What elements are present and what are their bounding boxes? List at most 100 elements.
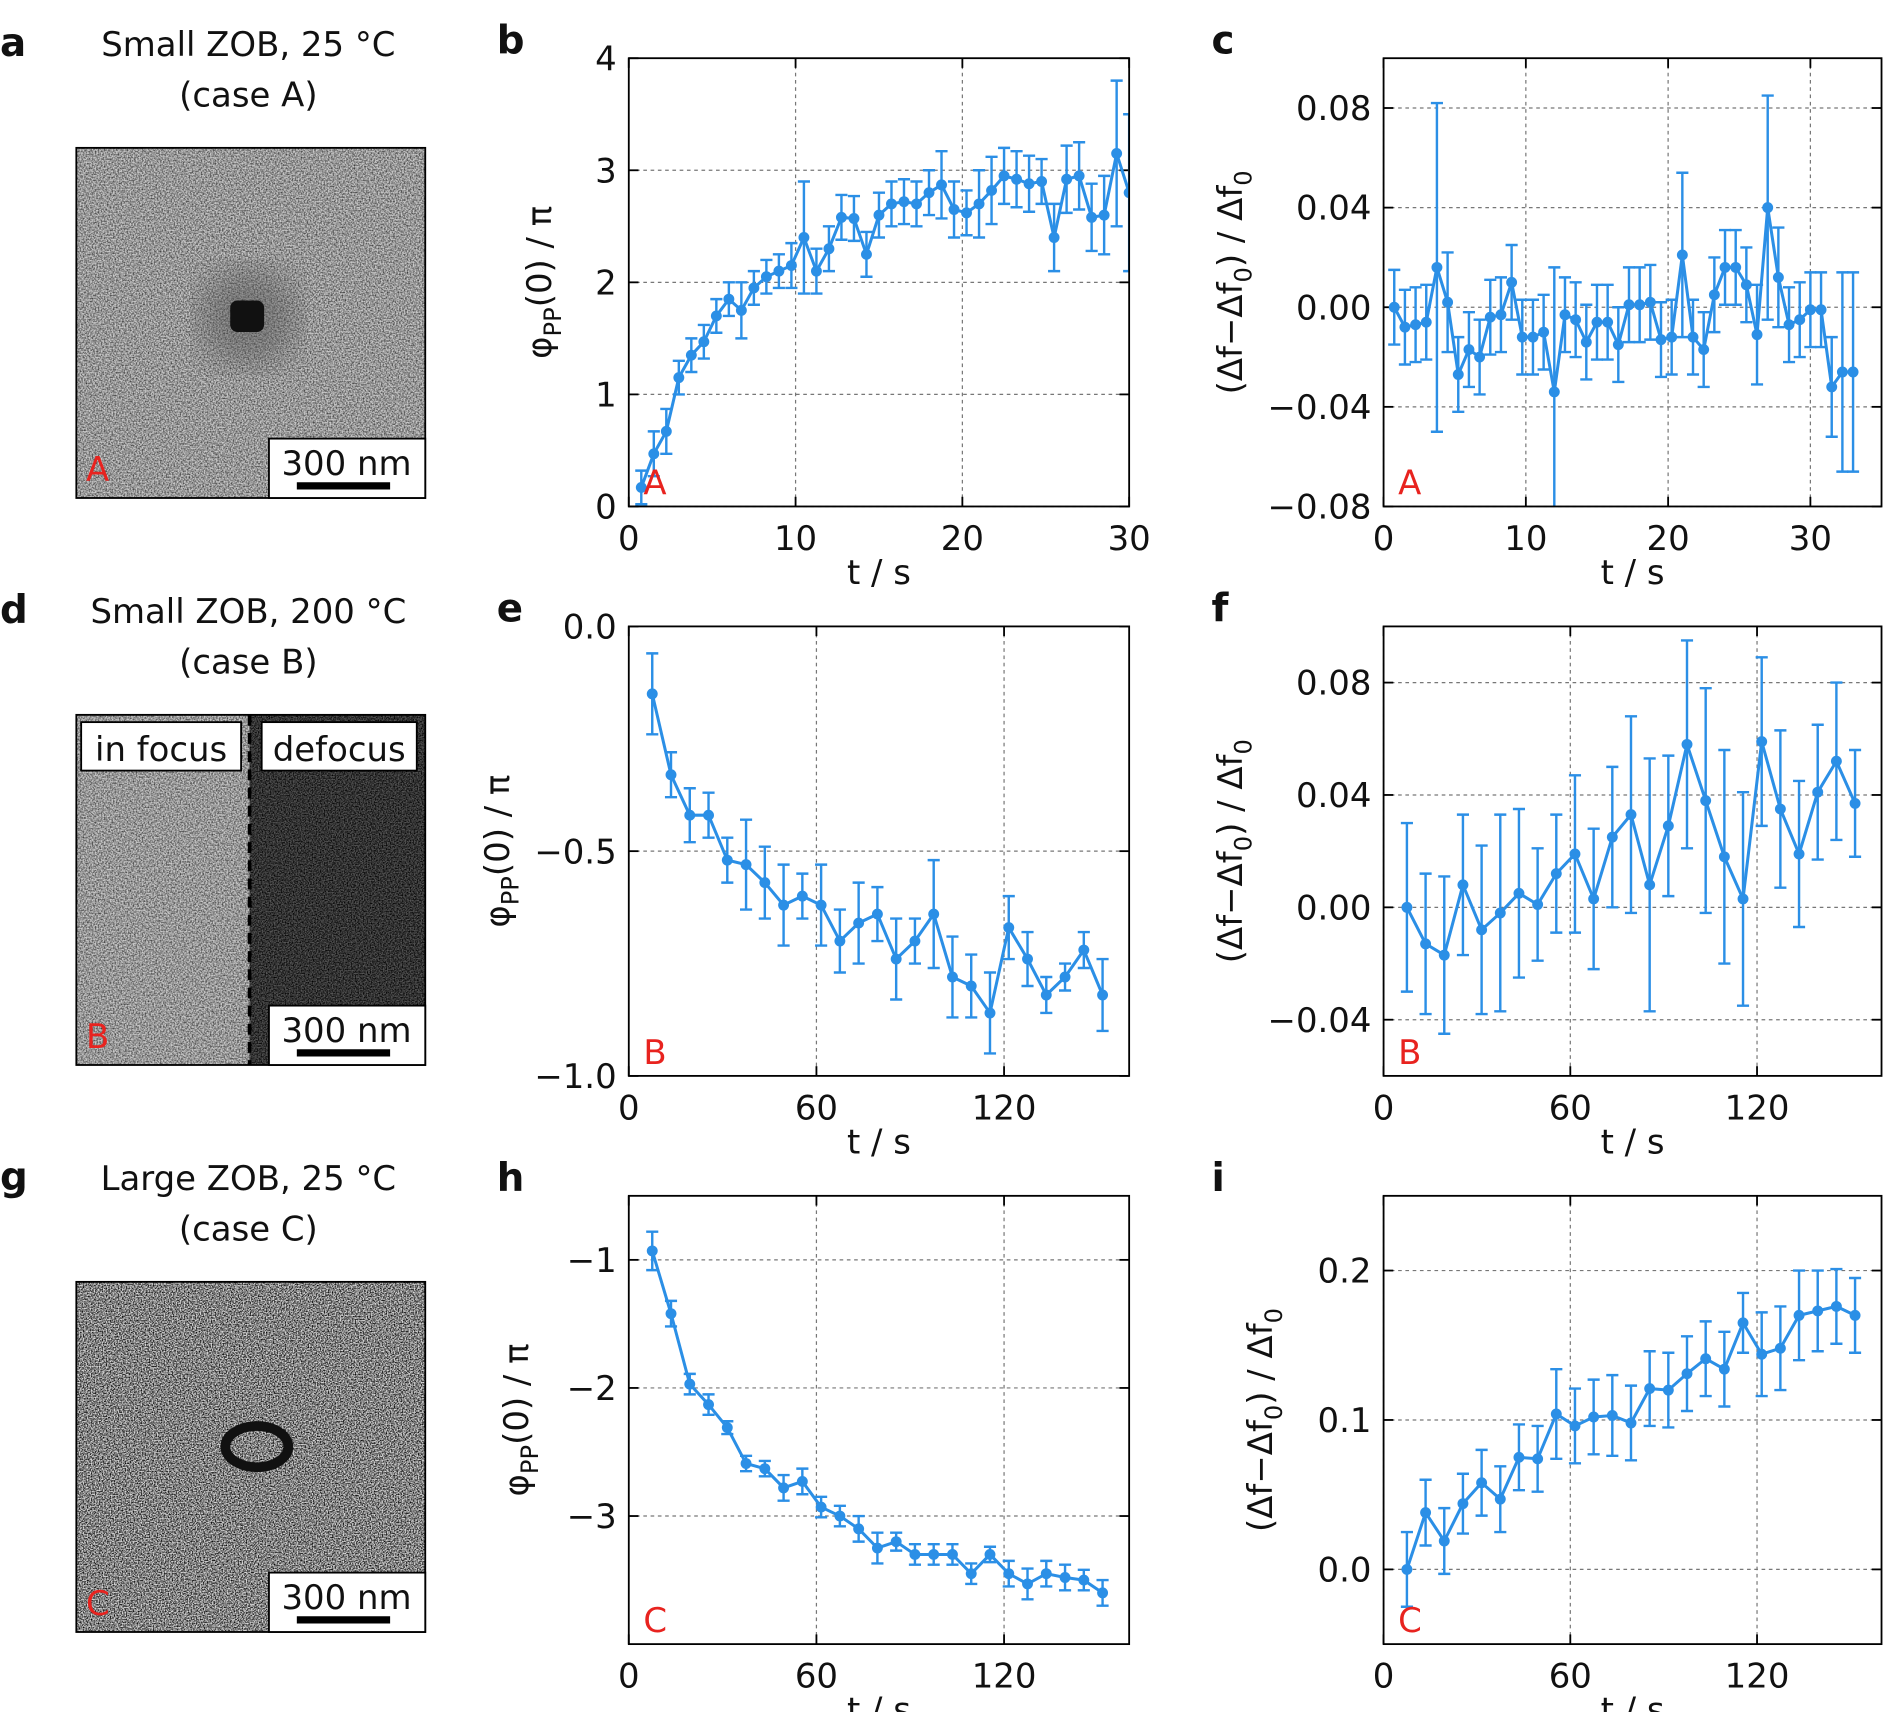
y-axis-label-part: (0) / π xyxy=(497,1343,536,1444)
y-axis-label: (Δf−Δf0) / Δf0 xyxy=(1241,1308,1288,1532)
y-tick-label: 3 xyxy=(595,151,617,190)
data-point xyxy=(1783,319,1795,331)
data-point xyxy=(1644,1383,1656,1395)
data-point xyxy=(965,980,977,992)
image-panel: a Small ZOB, 25 °C (case A) A 300 nm xyxy=(0,21,427,499)
data-point xyxy=(1073,170,1085,182)
data-point xyxy=(984,1007,996,1019)
data-point xyxy=(853,1523,865,1535)
data-point xyxy=(1388,301,1400,313)
x-axis-label: t / s xyxy=(847,1122,911,1161)
data-point xyxy=(759,1463,771,1475)
data-point xyxy=(1719,261,1731,273)
data-point xyxy=(1474,351,1486,363)
panel-label: g xyxy=(0,1155,28,1200)
y-axis-label-part: ) / Δf xyxy=(1211,753,1250,835)
y-axis-label-part: ) / Δf xyxy=(1211,185,1250,267)
plot-frame xyxy=(627,625,1131,1077)
data-point xyxy=(760,271,772,283)
data-point xyxy=(873,209,885,221)
x-tick-label: 10 xyxy=(774,519,817,558)
plot-frame xyxy=(1382,1194,1883,1646)
data-point xyxy=(684,809,696,821)
data-point xyxy=(1040,1568,1052,1580)
data-point xyxy=(815,899,827,911)
frame xyxy=(75,146,427,499)
data-point xyxy=(1532,899,1544,910)
image-panel: d Small ZOB, 200 °C (case B) in focus defocu… xyxy=(0,588,427,1066)
panel-label: e xyxy=(497,587,523,632)
panel-label: b xyxy=(497,18,525,63)
x-tick-label: 20 xyxy=(1647,519,1690,558)
chart: 0 10 20 30 0 1 2 3 4 b At / s φPP(0) / π xyxy=(497,18,1151,592)
data-point xyxy=(1815,304,1827,316)
y-tick-label: 1 xyxy=(595,376,617,415)
y-tick-label: 0.2 xyxy=(1318,1252,1372,1291)
y-axis-label: φPP(0) / π xyxy=(478,775,525,928)
data-point xyxy=(1737,1317,1749,1329)
data-point xyxy=(1681,1368,1693,1380)
data-point xyxy=(948,204,960,215)
y-axis-label-part: (Δf−Δf xyxy=(1211,281,1250,394)
data-point xyxy=(1513,887,1525,899)
y-tick-label: 0.00 xyxy=(1296,888,1372,927)
data-point xyxy=(1751,329,1763,341)
data-point xyxy=(823,243,835,255)
x-tick-label: 60 xyxy=(1549,1657,1592,1696)
annotation: C xyxy=(643,1601,667,1640)
data-point xyxy=(1588,893,1600,905)
image-title: Large ZOB, 25 °C xyxy=(101,1159,396,1198)
ring xyxy=(220,1421,294,1473)
x-tick-label: 30 xyxy=(1108,519,1151,558)
data-point xyxy=(1098,209,1110,221)
data-point xyxy=(1494,1493,1506,1505)
data-point xyxy=(685,349,697,361)
x-axis-label: t / s xyxy=(847,553,911,592)
scale-label: 300 nm xyxy=(281,1011,411,1050)
data-point xyxy=(1420,316,1432,328)
data-point xyxy=(703,1399,714,1411)
data-point xyxy=(773,265,785,277)
image-title: (case A) xyxy=(179,76,317,115)
y-tick-label: 0.04 xyxy=(1296,776,1372,815)
data-point xyxy=(1580,336,1592,348)
data-point xyxy=(778,899,790,911)
plot-frame xyxy=(627,57,1131,508)
y-tick-label: 4 xyxy=(595,39,617,78)
data-point xyxy=(735,304,747,316)
x-tick-label: 0 xyxy=(618,1089,640,1128)
data-point xyxy=(1022,953,1033,965)
x-axis-label: t / s xyxy=(1601,553,1665,592)
data-point xyxy=(1612,339,1624,351)
data-point xyxy=(909,935,921,947)
data-point xyxy=(665,769,677,781)
data-point xyxy=(1666,331,1678,343)
y-tick-label: −2 xyxy=(567,1369,617,1408)
y-tick-label: 0.04 xyxy=(1296,189,1372,228)
data-point xyxy=(947,1549,958,1560)
data-point xyxy=(886,198,897,210)
data-point xyxy=(1634,299,1646,311)
data-point xyxy=(1812,1305,1824,1317)
data-point xyxy=(871,1542,883,1554)
y-axis-label: (Δf−Δf0) / Δf0 xyxy=(1211,170,1258,394)
data-point xyxy=(986,184,998,196)
scale-label: 300 nm xyxy=(281,1578,411,1617)
x-tick-label: 0 xyxy=(618,519,640,558)
data-point xyxy=(698,336,710,348)
y-axis-label-part: 0 xyxy=(1230,739,1258,754)
data-point xyxy=(1826,381,1838,393)
data-point xyxy=(1847,366,1859,378)
data-point xyxy=(1570,314,1582,326)
data-line xyxy=(650,693,1104,1017)
x-tick-label: 30 xyxy=(1789,519,1832,558)
data-point xyxy=(965,1568,977,1580)
data-point xyxy=(1086,211,1098,223)
y-tick-label: −3 xyxy=(567,1497,617,1536)
data-point xyxy=(1681,738,1693,750)
data-point xyxy=(723,293,735,305)
data-point xyxy=(1059,1572,1071,1583)
data-point xyxy=(1804,304,1816,316)
